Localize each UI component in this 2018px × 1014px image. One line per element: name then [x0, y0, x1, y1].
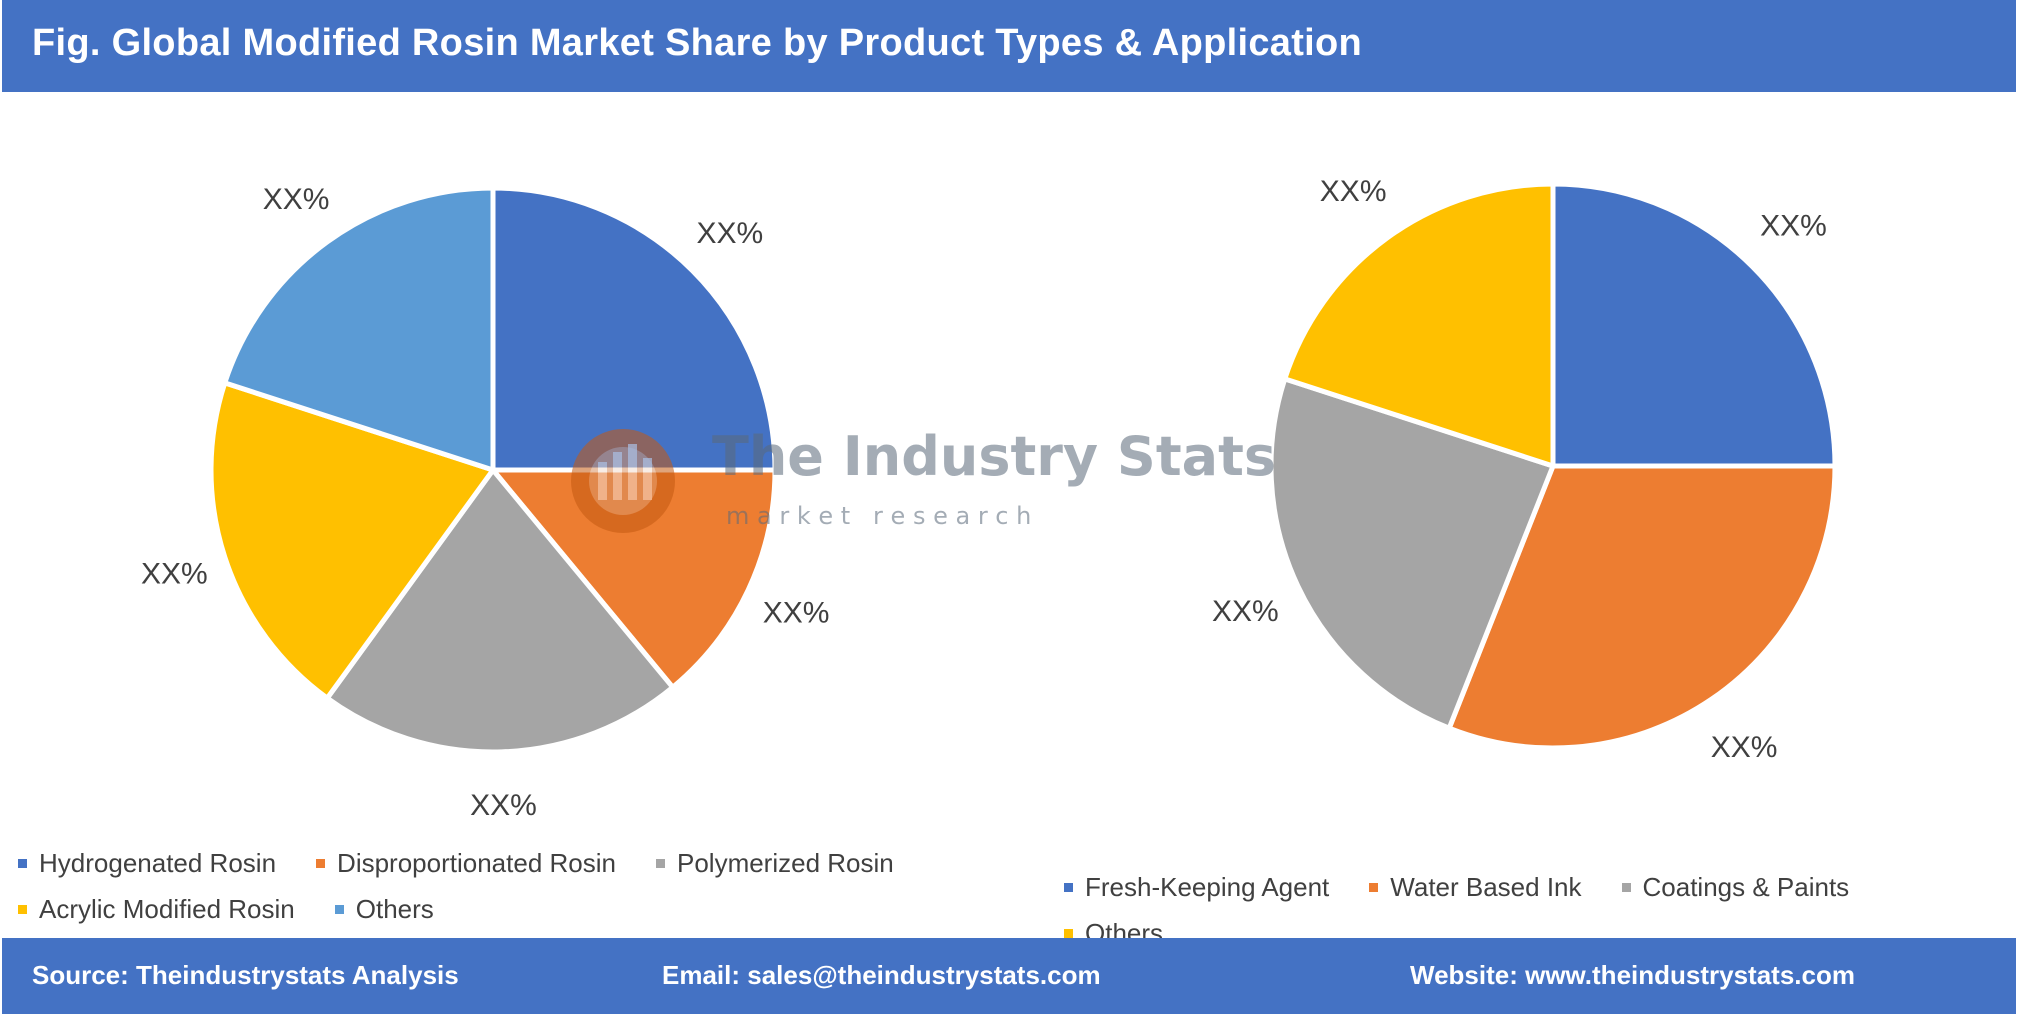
legend-item-hydrogenated-rosin: Hydrogenated Rosin — [18, 840, 276, 886]
legend-swatch — [1621, 882, 1631, 892]
pie-slice-others — [1282, 181, 1556, 469]
chart-header: Fig. Global Modified Rosin Market Share … — [2, 0, 2016, 92]
footer-email: Email: sales@theindustrystats.com — [662, 960, 1101, 990]
pie-slice-others — [222, 185, 496, 473]
legend-item-coatings-paints: Coatings & Paints — [1621, 864, 1850, 910]
pie-slice-acrylic-modified-rosin — [208, 380, 496, 701]
pie-slice-coatings-paints — [1268, 376, 1556, 731]
pie-slice-disproportionated-rosin — [490, 467, 778, 690]
product-types-legend: Hydrogenated Rosin Disproportionated Rosi… — [18, 840, 1028, 932]
pie-charts-svg: XX% XX% XX% XX% XX% XX% XX% XX% XX% The Industr… — [141, 175, 1838, 822]
footer-bar: Source: Theindustrystats Analysis Email:… — [2, 938, 2016, 1014]
pie-slice-hydrogenated-rosin — [490, 185, 778, 473]
legend-item-others: Others — [334, 886, 434, 932]
legend-label: Hydrogenated Rosin — [39, 847, 277, 878]
data-label-disproportionated-rosin: XX% — [763, 597, 830, 630]
legend-label: Fresh-Keeping Agent — [1085, 871, 1330, 902]
legend-swatch — [316, 858, 326, 868]
legend-swatch — [1064, 882, 1073, 892]
data-label-hydrogenated-rosin: XX% — [697, 217, 764, 250]
legend-item-water-based-ink: Water Based Ink — [1369, 864, 1582, 910]
chart-title: Fig. Global Modified Rosin Market Share … — [32, 22, 1363, 64]
legend-label: Disproportionated Rosin — [337, 847, 616, 878]
legend-swatch — [18, 904, 27, 914]
product-types-pie: XX% XX% XX% XX% XX% — [141, 183, 829, 822]
legend-label: Water Based Ink — [1390, 871, 1582, 902]
legend-label: Acrylic Modified Rosin — [39, 893, 295, 924]
data-label-acrylic-modified-rosin: XX% — [141, 558, 208, 591]
legend-item-polymerized-rosin: Polymerized Rosin — [655, 840, 894, 886]
legend-item-fresh-keeping-agent: Fresh-Keeping Agent — [1064, 864, 1329, 910]
watermark-logo-icon — [571, 429, 675, 533]
data-label-others: XX% — [263, 183, 330, 216]
application-pie: XX% XX% XX% XX% — [1212, 175, 1838, 764]
watermark: The Industry Stats m a r k e t r e s e a… — [571, 425, 1276, 533]
charts-area: XX% XX% XX% XX% XX% XX% XX% XX% XX% The Industr… — [0, 92, 2018, 932]
legend-label: Polymerized Rosin — [676, 847, 894, 878]
legend-swatch — [1064, 928, 1073, 938]
legend-label: Others — [355, 893, 434, 924]
footer-source: Source: Theindustrystats Analysis — [32, 960, 459, 990]
legend-swatch — [334, 904, 344, 914]
watermark-tagline: m a r k e t r e s e a r c h — [726, 502, 1031, 530]
legend-item-acrylic-modified-rosin: Acrylic Modified Rosin — [18, 886, 295, 932]
legend-swatch — [18, 858, 27, 868]
data-label-water-based-ink: XX% — [1711, 731, 1778, 764]
pie-slice-fresh-keeping-agent — [1550, 181, 1838, 469]
legend-swatch — [655, 858, 665, 868]
watermark-name: The Industry Stats — [712, 425, 1276, 488]
data-label-polymerized-rosin: XX% — [470, 789, 537, 822]
legend-label: Coatings & Paints — [1642, 871, 1850, 902]
pie-slice-polymerized-rosin — [324, 467, 676, 755]
data-label-fresh-keeping-agent: XX% — [1760, 210, 1827, 243]
data-label-others: XX% — [1320, 175, 1387, 208]
legend-swatch — [1369, 882, 1379, 892]
footer-website: Website: www.theindustrystats.com — [1410, 960, 1855, 990]
pie-slice-water-based-ink — [1446, 463, 1838, 751]
legend-item-disproportionated-rosin: Disproportionated Rosin — [316, 840, 616, 886]
data-label-coatings-paints: XX% — [1212, 595, 1279, 628]
